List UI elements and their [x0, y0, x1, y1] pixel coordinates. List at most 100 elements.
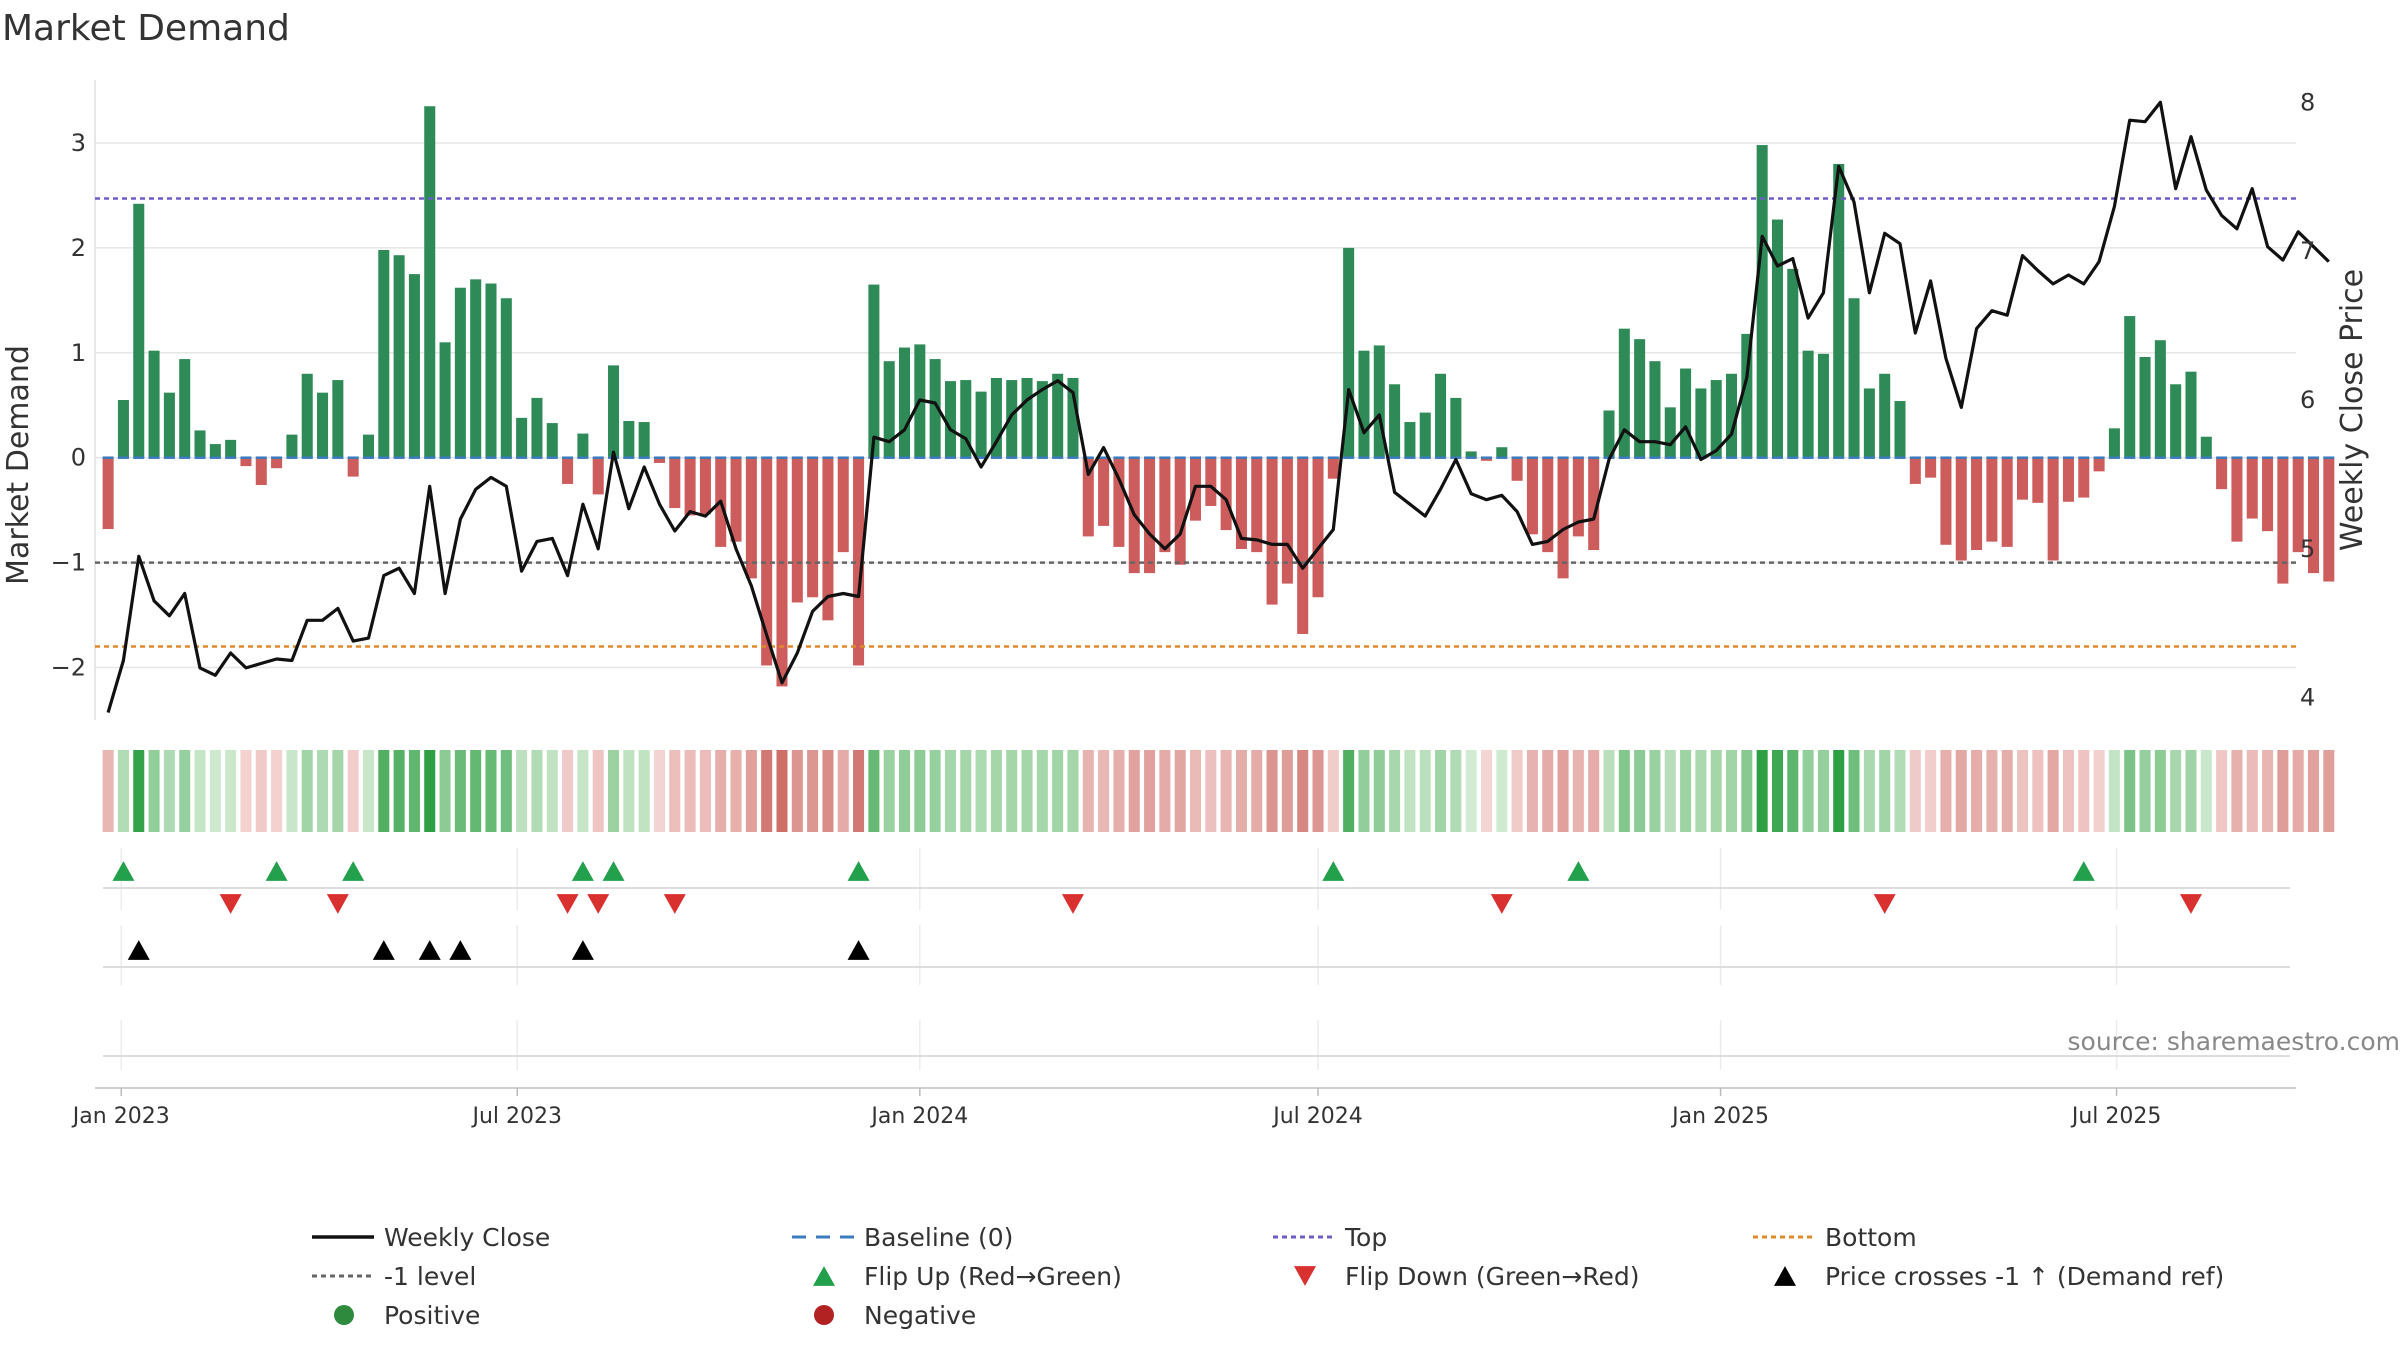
demand-bar: [2185, 371, 2197, 458]
flip-down-marker: [663, 894, 686, 914]
demand-bar: [531, 397, 543, 458]
demand-bar: [1098, 457, 1110, 526]
heat-cell: [255, 750, 267, 832]
heat-cell: [807, 750, 819, 832]
demand-bar: [669, 457, 681, 509]
flip-down-marker: [1061, 894, 1084, 914]
demand-bar: [1450, 397, 1462, 458]
heat-cell: [1680, 750, 1692, 832]
heat-cell: [546, 750, 558, 832]
legend-item: Price crosses -1 ↑ (Demand ref): [1774, 1262, 2224, 1291]
heat-cell: [2292, 750, 2304, 832]
legend-swatch: [1774, 1266, 1796, 1286]
heat-cell: [1067, 750, 1079, 832]
heat-cell: [408, 750, 420, 832]
demand-bar: [822, 457, 834, 621]
heat-cell: [2093, 750, 2105, 832]
y-axis-label: Market Demand: [1, 345, 36, 585]
demand-bar: [1634, 339, 1646, 458]
heat-cell: [332, 750, 344, 832]
legend-item: Bottom: [1753, 1223, 1917, 1252]
demand-bar: [1312, 457, 1324, 598]
demand-bar: [807, 457, 819, 598]
demand-bar: [1435, 373, 1447, 458]
heat-cell: [761, 750, 773, 832]
flip-up-marker: [602, 861, 625, 881]
demand-bar: [240, 457, 252, 467]
heat-cell: [1021, 750, 1033, 832]
heat-cell: [1220, 750, 1232, 832]
heat-cell: [1113, 750, 1125, 832]
price-cross-marker: [847, 940, 870, 960]
heat-cell: [1480, 750, 1493, 832]
demand-bar: [1603, 410, 1615, 458]
legend-label: Price crosses -1 ↑ (Demand ref): [1825, 1262, 2224, 1291]
y-tick-label: 1: [71, 339, 86, 367]
heat-cell: [1343, 750, 1355, 832]
heat-cell: [2139, 750, 2151, 832]
heat-cell: [516, 750, 528, 832]
heat-cell: [439, 750, 451, 832]
demand-bar: [2017, 457, 2029, 500]
demand-bar: [1863, 388, 1875, 458]
demand-bar: [2323, 457, 2335, 582]
weekly-close-line: [106, 100, 2330, 714]
heat-cell: [1435, 750, 1447, 832]
demand-bar: [1327, 457, 1339, 479]
demand-bar: [317, 392, 329, 458]
demand-bar: [577, 433, 589, 458]
demand-bar: [853, 457, 865, 666]
y-tick-label: 0: [71, 444, 86, 472]
heat-cell: [362, 750, 374, 832]
x-axis: Jan 2023 Jul 2023 Jan 2024 Jul 2024 Jan 2025…: [71, 1087, 2296, 1129]
heat-cell: [577, 750, 589, 832]
demand-bar: [1925, 457, 1937, 478]
heat-cell: [853, 750, 865, 832]
heat-cell: [1557, 750, 1569, 832]
legend-item: Weekly Close: [312, 1223, 550, 1252]
legend-label: -1 level: [384, 1262, 476, 1291]
demand-bar: [500, 298, 512, 458]
source-note: source: sharemaestro.com: [2068, 1027, 2400, 1056]
heat-cell: [1603, 750, 1615, 832]
heat-cell: [1588, 750, 1600, 832]
heat-cell: [2032, 750, 2044, 832]
demand-bar: [1894, 401, 1906, 458]
demand-bar: [960, 380, 972, 458]
heat-cell: [271, 750, 283, 832]
heat-cell: [1542, 750, 1554, 832]
heat-cell: [500, 750, 512, 832]
demand-bar: [1113, 457, 1125, 547]
x-tick-label: Jan 2023: [71, 1104, 170, 1129]
demand-bar: [2108, 428, 2120, 458]
heat-cell: [1634, 750, 1646, 832]
heat-cell: [715, 750, 727, 832]
heat-cell: [1128, 750, 1140, 832]
demand-bar: [1817, 353, 1829, 458]
legend-swatch: [1294, 1266, 1316, 1286]
demand-bar: [148, 350, 160, 458]
heat-cell: [1986, 750, 1998, 832]
heat-cell: [2170, 750, 2182, 832]
demand-bar: [1404, 422, 1416, 458]
heat-cell: [914, 750, 926, 832]
legend-label: Top: [1344, 1223, 1387, 1252]
heat-cell: [837, 750, 849, 832]
demand-bar: [1771, 219, 1783, 458]
demand-bar: [562, 457, 574, 484]
legend-label: Positive: [384, 1301, 480, 1330]
heat-cell: [1082, 750, 1094, 832]
heat-cell: [393, 750, 405, 832]
heat-cell: [1572, 750, 1584, 832]
heat-cell: [975, 750, 987, 832]
demand-bar: [378, 249, 390, 458]
legend-swatch: [334, 1305, 354, 1325]
demand-bar: [975, 391, 987, 458]
heat-cell: [1006, 750, 1018, 832]
heat-cell: [1695, 750, 1707, 832]
flip-markers-panel: [103, 848, 2290, 914]
heat-cell: [1281, 750, 1293, 832]
heat-cell: [960, 750, 972, 832]
y2-tick-label: 8: [2300, 88, 2315, 116]
